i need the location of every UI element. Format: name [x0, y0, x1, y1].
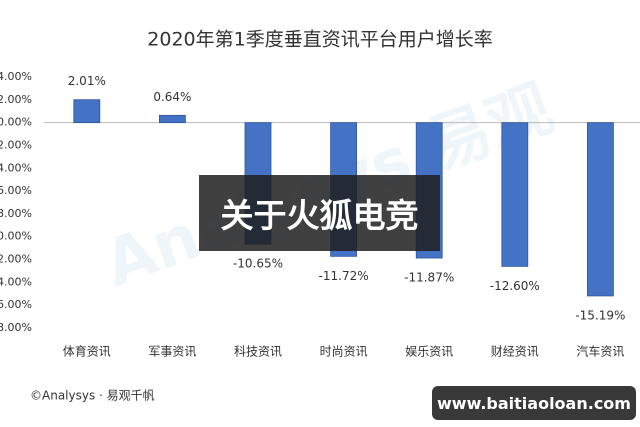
data-label: -15.19%	[575, 308, 625, 322]
y-tick-label: -6.00%	[0, 184, 32, 197]
footer: ©Analysys · 易观千帆	[30, 388, 155, 403]
y-tick-label: -2.00%	[0, 138, 32, 151]
bar	[158, 114, 186, 124]
data-label: 2.01%	[68, 74, 106, 88]
x-tick-label: 军事资讯	[148, 345, 196, 359]
data-label: 0.64%	[153, 90, 191, 104]
y-tick-label: -4.00%	[0, 161, 32, 174]
y-tick-label: -16.00%	[0, 298, 32, 311]
overlay-title: 关于火狐电竞	[199, 175, 440, 251]
y-tick-label: -14.00%	[0, 275, 32, 288]
x-tick-label: 娱乐资讯	[405, 345, 453, 359]
bar	[587, 122, 614, 297]
y-tick-label: -10.00%	[0, 230, 32, 243]
data-label: -12.60%	[490, 279, 540, 293]
y-tick-label: -18.00%	[0, 321, 32, 334]
bar	[501, 122, 529, 267]
chart-title: 2020年第1季度垂直资讯平台用户增长率	[147, 29, 492, 51]
y-tick-label: 0.00%	[0, 116, 32, 129]
x-tick-label: 科技资讯	[234, 345, 282, 359]
data-label: -10.65%	[233, 257, 283, 271]
y-tick-label: -8.00%	[0, 207, 32, 220]
x-tick-label: 汽车资讯	[576, 344, 624, 359]
x-tick-label: 时尚资讯	[320, 345, 368, 359]
data-label: -11.72%	[319, 269, 369, 283]
bar	[73, 99, 101, 124]
x-tick-label: 财经资讯	[491, 345, 539, 359]
overlay-url[interactable]: www.baitiaoloan.com	[432, 386, 636, 420]
y-tick-label: 4.00%	[0, 70, 32, 83]
y-tick-label: -12.00%	[0, 253, 32, 266]
x-tick-label: 体育资讯	[63, 344, 111, 359]
data-label: -11.87%	[404, 271, 454, 285]
y-tick-label: 2.00%	[0, 93, 32, 106]
